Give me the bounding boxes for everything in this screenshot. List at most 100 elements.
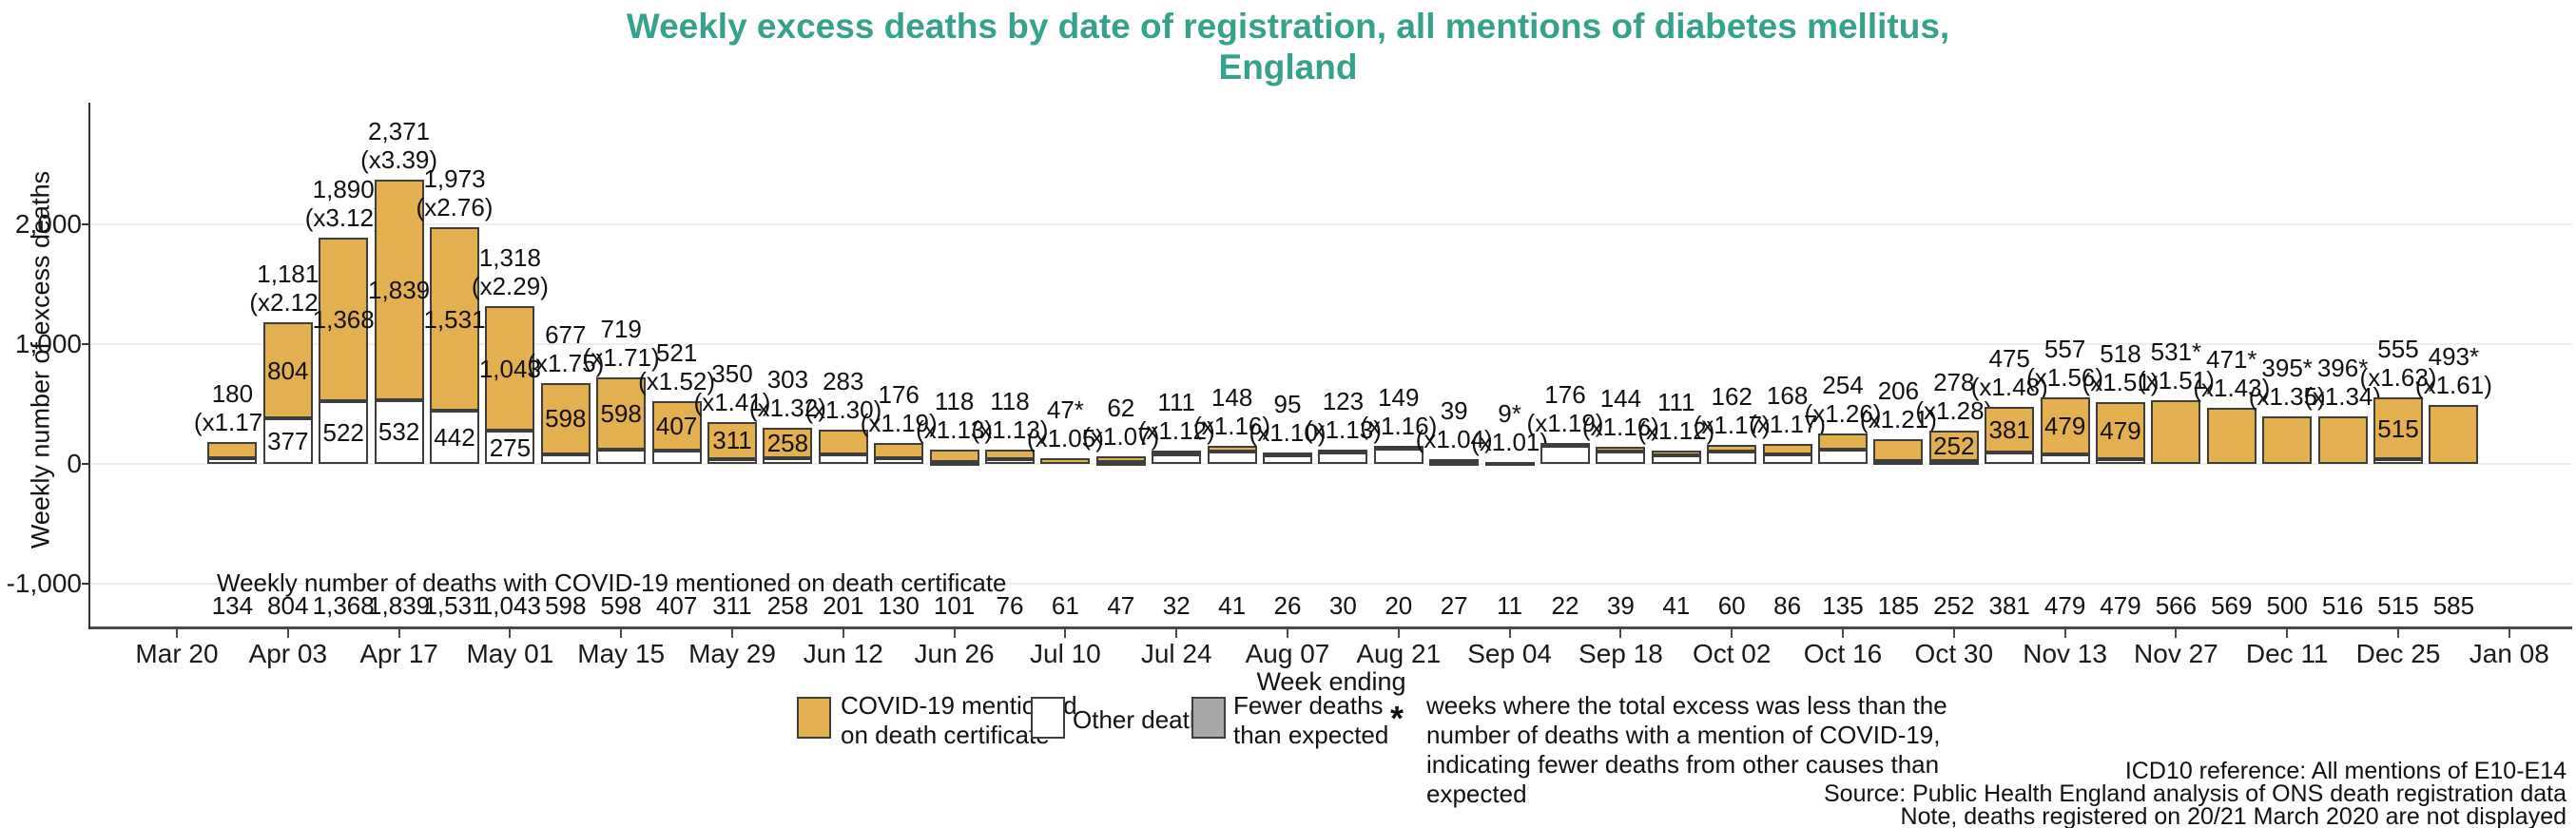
y-tick-mark	[82, 583, 89, 585]
x-tick-label: Nov 13	[2023, 639, 2107, 668]
bar-covid-inner-label: 1,531	[423, 304, 486, 334]
y-tick-mark	[82, 463, 89, 465]
x-tick-mark	[1175, 629, 1178, 638]
x-tick-mark	[286, 629, 289, 638]
footer-note-source: Source: Public Health England analysis o…	[1823, 780, 2566, 807]
x-tick-label: Apr 03	[248, 639, 328, 668]
bar-other-segment	[374, 399, 424, 464]
x-tick-label: Oct 16	[1803, 639, 1883, 668]
bar-other-segment	[1540, 445, 1590, 464]
bar-other-segment	[929, 461, 979, 466]
bar-other-segment	[1429, 462, 1480, 467]
bar-other-segment	[1207, 451, 1257, 464]
covid-row-value: 515	[2377, 591, 2419, 620]
bar-covid-segment	[1985, 407, 2035, 453]
bar-other-segment	[485, 431, 535, 464]
bar-total-label: 518 (x1.51)	[2082, 338, 2160, 396]
bar-other-inner-label: 532	[378, 417, 420, 447]
covid-row-value: 86	[1773, 591, 1802, 620]
legend-swatch-covid	[797, 697, 831, 739]
bar-covid-segment	[485, 305, 535, 432]
covid-row-value: 30	[1328, 591, 1357, 620]
bar-covid-segment	[1152, 451, 1202, 455]
asterisk-note: weeks where the total excess was less th…	[1426, 691, 1947, 808]
covid-row-value: 32	[1162, 591, 1191, 620]
x-tick-mark	[509, 629, 512, 638]
x-tick-label: Nov 27	[2134, 639, 2218, 668]
bar-covid-segment	[929, 450, 979, 462]
bar-covid-segment	[874, 442, 924, 459]
bar-covid-segment	[1873, 439, 1924, 462]
bar-total-label: 677 (x1.75)	[527, 319, 605, 377]
bar-covid-segment	[596, 377, 647, 450]
bar-other-segment	[1928, 460, 1979, 465]
bar-total-label: 303 (x1.32)	[748, 364, 826, 422]
x-tick-label: Jun 26	[914, 639, 995, 668]
covid-row-value: 20	[1385, 591, 1413, 620]
x-tick-label: Sep 04	[1467, 639, 1552, 668]
bar-total-label: 47* (x1.05)	[1026, 395, 1104, 453]
covid-row-value: 135	[1822, 591, 1864, 620]
bar-covid-segment	[540, 382, 591, 455]
bar-other-segment	[1596, 451, 1646, 464]
bar-total-label: 1,181 (x2.12)	[249, 260, 327, 318]
bar-other-segment	[1873, 461, 1924, 466]
bar-covid-segment	[818, 430, 868, 454]
bar-covid-inner-label: 252	[1933, 431, 1975, 460]
y-axis-line	[88, 103, 90, 629]
bar-total-label: 531* (x1.51)	[2137, 337, 2215, 395]
x-tick-mark	[2397, 629, 2399, 638]
bar-covid-segment	[763, 427, 813, 459]
bar-other-segment	[1318, 453, 1368, 464]
bar-other-segment	[707, 459, 757, 464]
covid-row-value: 566	[2155, 591, 2198, 620]
bar-other-inner-label: 442	[434, 423, 475, 453]
bar-covid-segment	[1263, 453, 1312, 457]
covid-row-value: 130	[878, 591, 920, 620]
covid-row-value: 201	[823, 591, 864, 620]
x-tick-label: Jul 10	[1030, 639, 1101, 668]
bar-other-segment	[1707, 452, 1757, 464]
x-tick-label: Apr 17	[359, 639, 438, 668]
x-tick-mark	[620, 629, 623, 638]
legend-swatch-fewer	[1191, 697, 1226, 739]
bar-covid-segment	[1651, 451, 1701, 456]
covid-row-value: 11	[1497, 591, 1523, 620]
x-tick-label: Mar 20	[135, 639, 219, 668]
bar-total-label: 62 (x1.07)	[1082, 394, 1160, 452]
bar-other-segment	[596, 449, 647, 464]
gridline	[90, 583, 2572, 585]
covid-row-value: 27	[1440, 591, 1468, 620]
bar-covid-segment	[374, 180, 424, 400]
footer-note-registered: Note, deaths registered on 20/21 March 2…	[1900, 803, 2566, 828]
x-tick-mark	[2286, 629, 2289, 638]
bar-total-label: 1,973 (x2.76)	[416, 164, 494, 222]
covid-row-value: 61	[1051, 591, 1079, 620]
bar-total-label: 254 (x1.26)	[1804, 370, 1882, 428]
bar-total-label: 206 (x1.21)	[1859, 376, 1937, 434]
bar-total-label: 283 (x1.30)	[804, 367, 882, 425]
covid-row-value: 585	[2432, 591, 2475, 620]
bar-covid-segment	[1318, 449, 1368, 453]
covid-row-value: 39	[1606, 591, 1635, 620]
bar-total-label: 148 (x1.16)	[1193, 383, 1271, 441]
bar-covid-inner-label: 381	[1988, 415, 2030, 445]
x-tick-label: Jun 12	[803, 639, 883, 668]
bar-other-segment	[874, 458, 924, 464]
bar-total-label: 95 (x1.10)	[1249, 390, 1327, 448]
bar-total-label: 557 (x1.56)	[2026, 334, 2104, 392]
x-tick-mark	[1731, 629, 1733, 638]
covid-row-value: 1,839	[368, 591, 431, 620]
x-tick-mark	[2175, 629, 2178, 638]
bar-total-label: 176 (x1.19)	[860, 379, 938, 437]
covid-row-value: 479	[2043, 591, 2086, 620]
covid-row-value: 381	[1988, 591, 2030, 620]
x-tick-mark	[176, 629, 178, 638]
x-tick-label: Dec 25	[2355, 639, 2441, 668]
bar-covid-segment	[651, 401, 702, 451]
bar-covid-segment	[1040, 458, 1091, 464]
bar-covid-segment	[2040, 396, 2090, 455]
bar-total-label: 111 (x1.12)	[1137, 388, 1215, 445]
x-tick-label: Dec 11	[2245, 639, 2329, 668]
x-tick-mark	[397, 629, 400, 638]
